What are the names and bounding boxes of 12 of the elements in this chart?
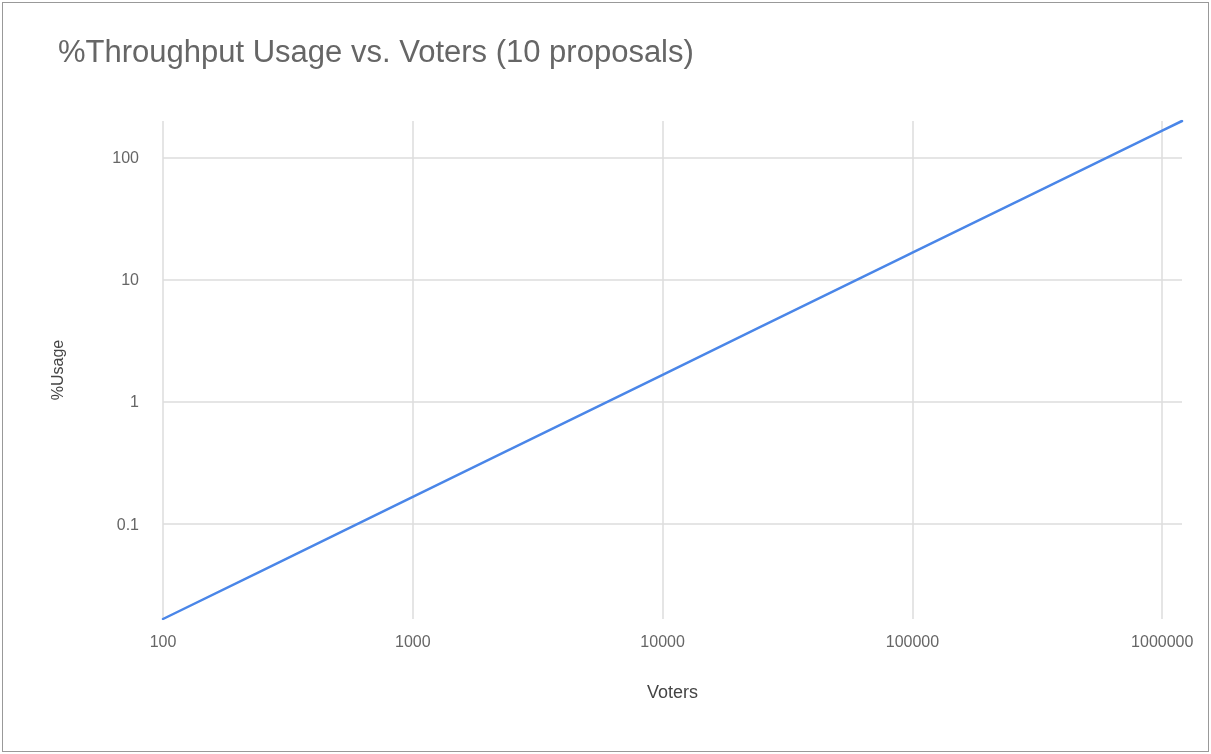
x-tick-label: 10000 bbox=[640, 632, 685, 650]
x-axis-title: Voters bbox=[646, 682, 699, 702]
x-tick-label: 1000 bbox=[395, 632, 431, 650]
x-tick-label: 100000 bbox=[885, 632, 940, 650]
chart-title: %Throughput Usage vs. Voters (10 proposals) bbox=[58, 34, 694, 69]
y-tick-label: 1 bbox=[130, 393, 140, 411]
y-tick-label: 0.1 bbox=[116, 515, 140, 533]
y-tick-label: 100 bbox=[112, 149, 140, 167]
x-tick-label: 1000000 bbox=[1131, 632, 1194, 650]
y-axis-title: %Usage bbox=[48, 339, 66, 401]
y-tick-label: 10 bbox=[121, 271, 140, 289]
x-tick-label: 100 bbox=[149, 632, 177, 650]
